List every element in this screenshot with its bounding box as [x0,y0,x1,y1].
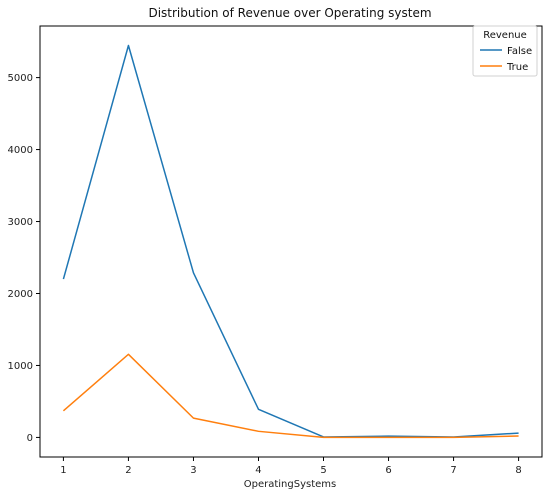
x-tick-label: 2 [125,465,131,476]
legend-title: Revenue [483,30,527,41]
x-axis-label: OperatingSystems [244,479,337,490]
legend-label-true: True [506,62,528,73]
x-axis-ticks: 1 2 3 4 5 6 7 8 [60,457,522,476]
legend-box [472,25,538,77]
y-tick-label: 1000 [8,361,33,372]
legend: Revenue False True [472,25,538,77]
series-line-true [62,353,519,439]
x-tick-label: 6 [385,465,391,476]
plot-frame [39,25,543,458]
x-tick-label: 7 [450,465,456,476]
legend-label-false: False [507,46,532,57]
x-tick-label: 3 [190,465,196,476]
series-line-false [62,44,519,438]
x-tick-label: 4 [255,465,261,476]
x-tick-label: 5 [320,465,326,476]
series-layer [62,44,519,439]
x-tick-label: 8 [515,465,521,476]
x-tick-label: 1 [60,465,66,476]
y-axis-ticks: 0 1000 2000 3000 4000 5000 [8,73,40,444]
y-tick-label: 3000 [8,217,33,228]
y-tick-label: 0 [27,433,33,444]
y-tick-label: 5000 [8,73,33,84]
plot-area [39,25,543,458]
chart-title: Distribution of Revenue over Operating s… [148,6,431,20]
y-tick-label: 4000 [8,145,33,156]
y-tick-label: 2000 [8,289,33,300]
